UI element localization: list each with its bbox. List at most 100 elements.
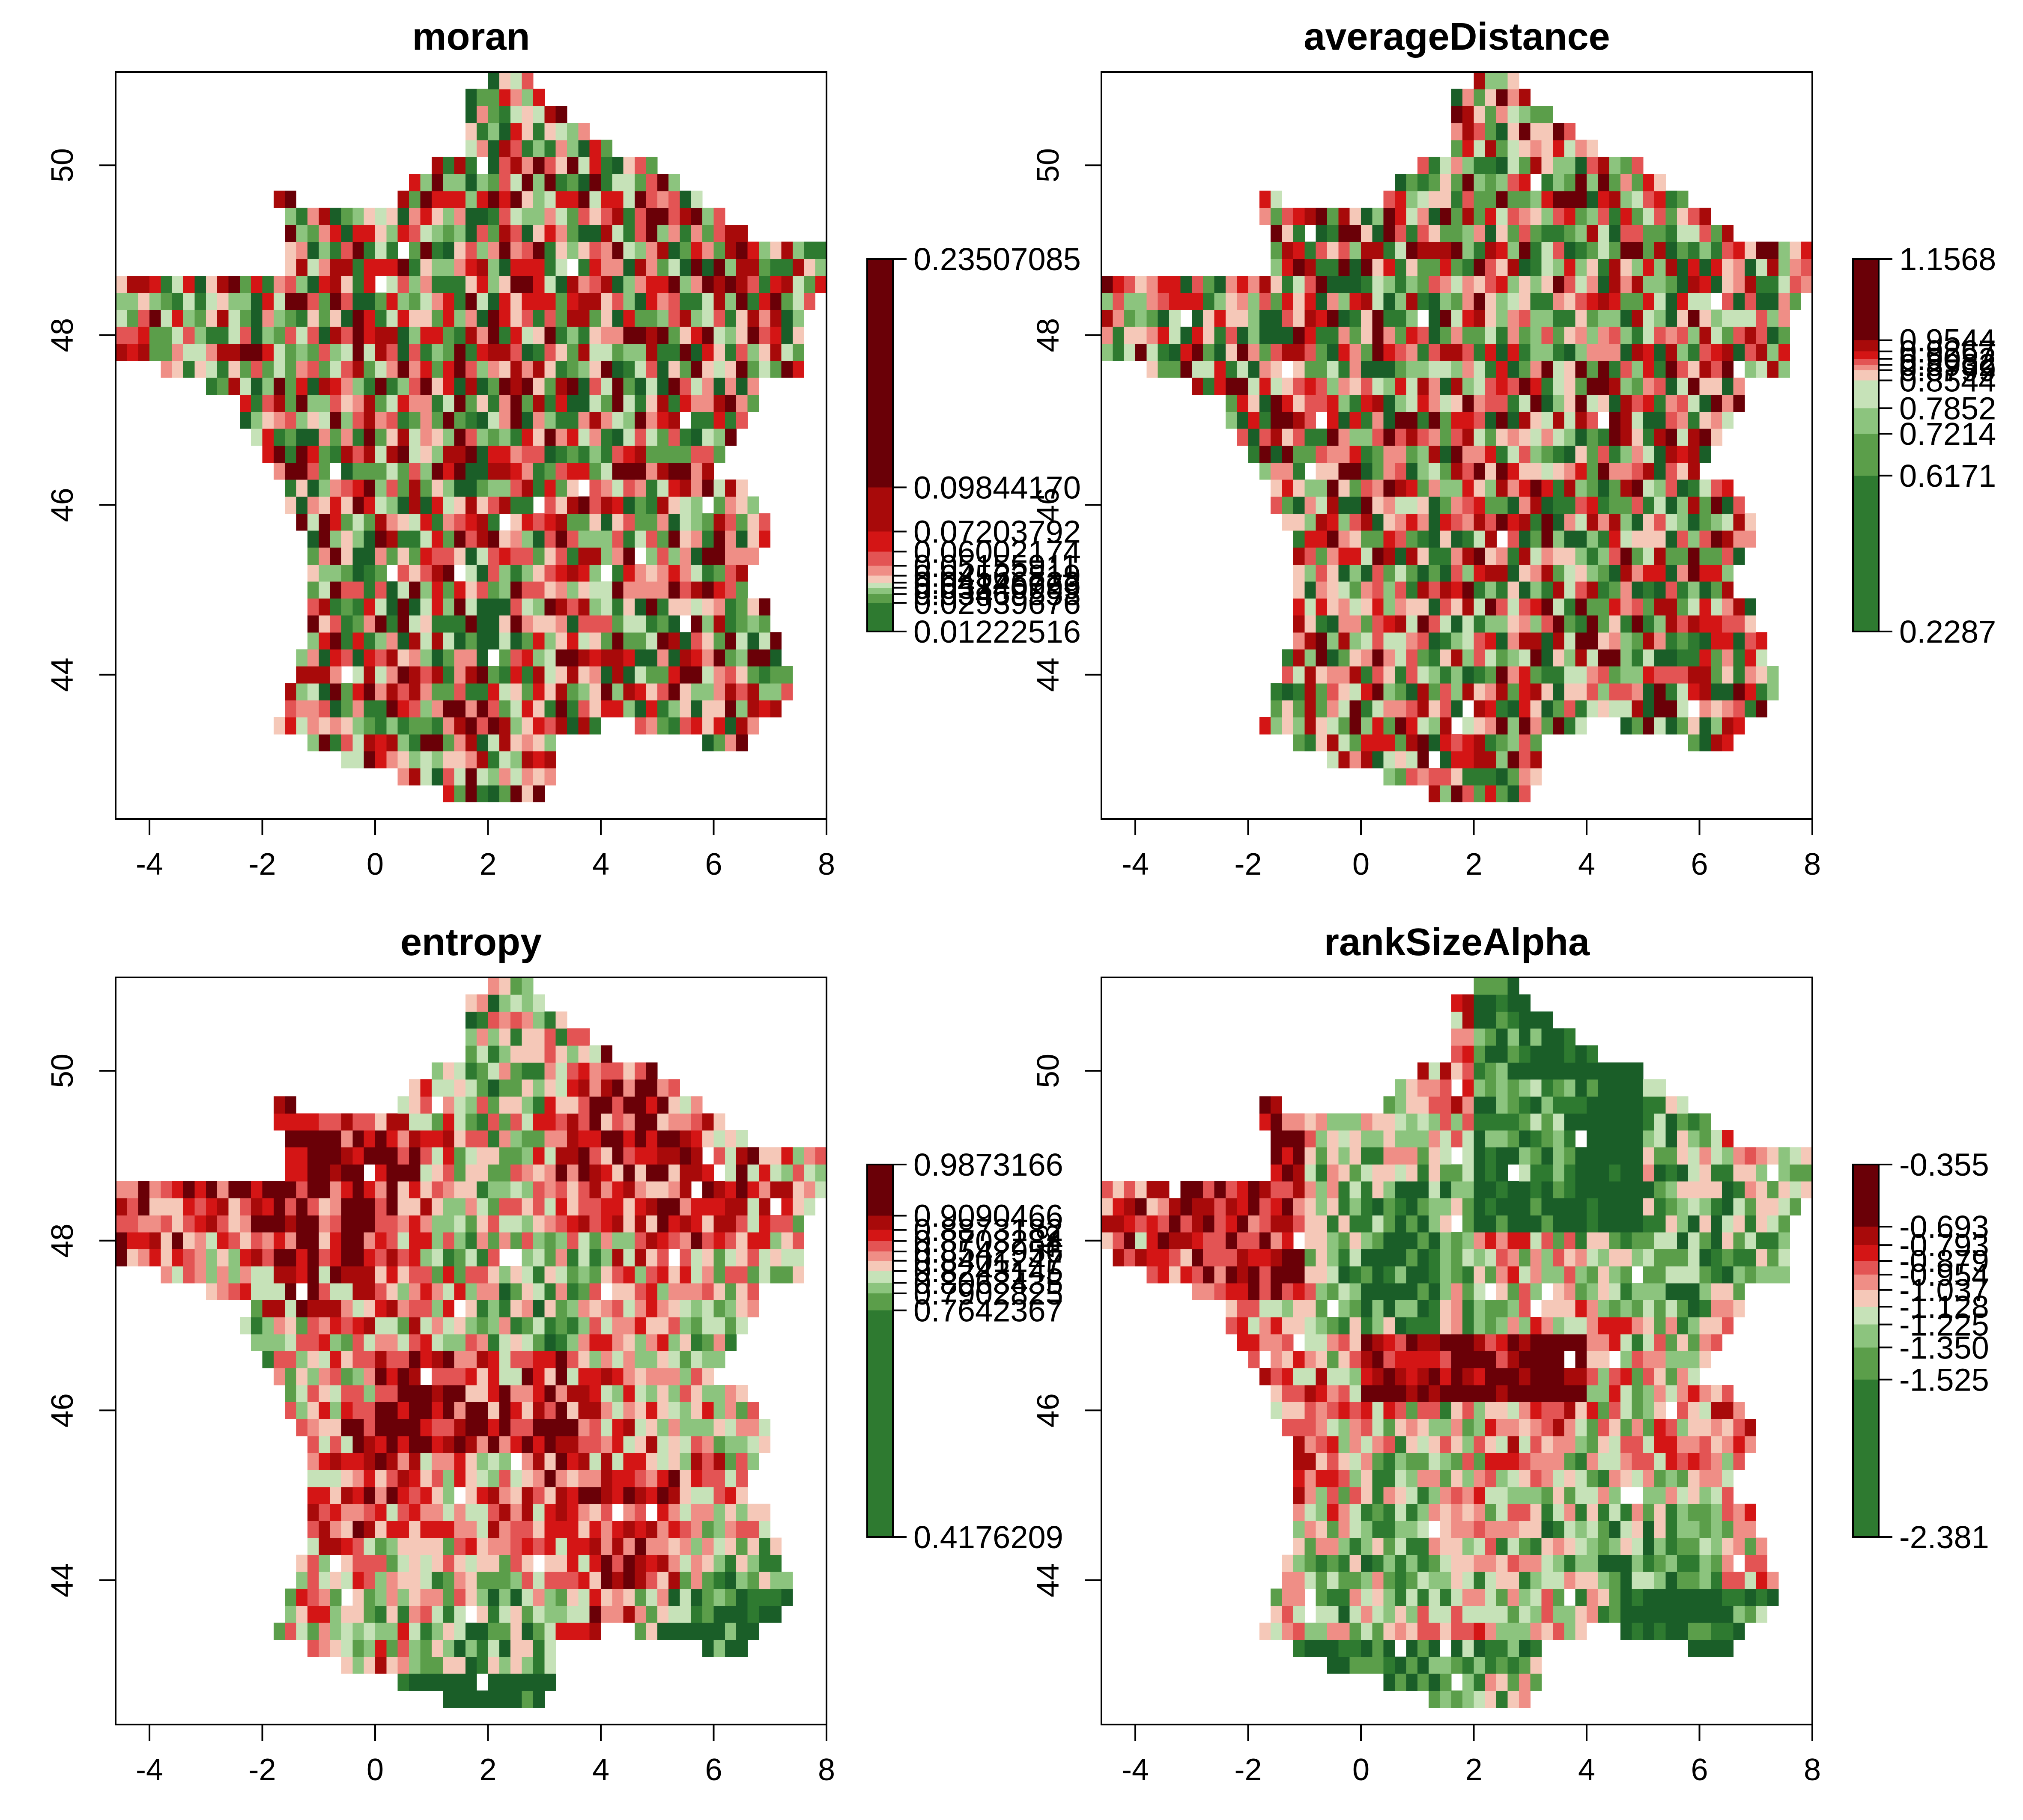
raster-cell [1710, 360, 1722, 378]
raster-cell [1710, 649, 1722, 667]
raster-cell [612, 1555, 624, 1572]
raster-cell [1530, 734, 1542, 751]
raster-cell [397, 751, 409, 769]
raster-cell [420, 1606, 432, 1623]
raster-cell [431, 1555, 443, 1572]
raster-entropy [116, 977, 827, 1708]
raster-cell [1564, 292, 1576, 310]
raster-cell [375, 1436, 387, 1454]
raster-cell [307, 208, 319, 225]
raster-cell [510, 1181, 522, 1199]
raster-cell [296, 1300, 308, 1317]
raster-cell [330, 1572, 342, 1589]
raster-cell [1654, 360, 1666, 378]
raster-cell [477, 343, 489, 361]
raster-cell [1665, 428, 1677, 446]
raster-cell [510, 1351, 522, 1368]
raster-cell [691, 581, 703, 599]
raster-cell [1429, 581, 1440, 599]
raster-cell [578, 1113, 590, 1131]
raster-cell [1654, 174, 1666, 191]
raster-cell [1124, 310, 1136, 327]
raster-cell [680, 683, 692, 700]
raster-cell [522, 360, 534, 378]
raster-cell [522, 89, 534, 106]
raster-cell [1316, 343, 1328, 361]
raster-cell [488, 1385, 500, 1403]
raster-cell [488, 1606, 500, 1623]
raster-cell [127, 1215, 139, 1233]
raster-cell [567, 224, 579, 242]
raster-cell [352, 1639, 364, 1657]
raster-cell [1598, 547, 1610, 565]
raster-cell [1440, 768, 1452, 786]
raster-cell [657, 632, 669, 649]
raster-cell [397, 208, 409, 225]
raster-cell [1620, 445, 1632, 463]
raster-cell [420, 1385, 432, 1403]
raster-cell [454, 1436, 466, 1454]
raster-cell [161, 326, 173, 344]
raster-cell [454, 1283, 466, 1301]
raster-cell [1541, 157, 1553, 174]
raster-cell [488, 1317, 500, 1334]
raster-cell [725, 683, 737, 700]
raster-cell [1474, 140, 1486, 157]
raster-cell [544, 1028, 556, 1046]
raster-cell [443, 377, 454, 395]
raster-cell [567, 683, 579, 700]
raster-cell [330, 326, 342, 344]
raster-cell [725, 666, 737, 684]
raster-cell [668, 1215, 680, 1233]
raster-cell [420, 632, 432, 649]
raster-cell [1361, 241, 1373, 259]
raster-cell [1406, 683, 1418, 700]
raster-cell [273, 1266, 285, 1284]
raster-cell [1632, 191, 1644, 208]
raster-cell [499, 1181, 511, 1199]
raster-cell [1293, 275, 1305, 293]
raster-cell [1237, 326, 1249, 344]
raster-cell [1496, 717, 1508, 735]
raster-cell [770, 1164, 782, 1182]
raster-cell [578, 1606, 590, 1623]
raster-cell [251, 428, 263, 446]
raster-cell [522, 1096, 534, 1114]
raster-cell [691, 1198, 703, 1215]
raster-cell [713, 428, 725, 446]
raster-cell [555, 717, 567, 735]
raster-cell [477, 1572, 489, 1589]
raster-cell [510, 377, 522, 395]
raster-cell [443, 360, 454, 378]
raster-cell [1429, 394, 1440, 412]
raster-cell [420, 241, 432, 259]
raster-cell [465, 1130, 477, 1148]
raster-cell [1327, 564, 1339, 582]
raster-cell [1598, 241, 1610, 259]
raster-cell [1372, 275, 1384, 293]
raster-cell [420, 1317, 432, 1334]
raster-cell [725, 1181, 737, 1199]
raster-cell [431, 394, 443, 412]
raster-cell [1383, 632, 1395, 649]
raster-cell [747, 1521, 759, 1538]
plot-frame [115, 977, 827, 1725]
raster-cell [522, 1555, 534, 1572]
raster-cell [443, 157, 454, 174]
raster-cell [567, 208, 579, 225]
raster-cell [1496, 479, 1508, 497]
raster-cell [747, 1606, 759, 1623]
raster-cell [1395, 394, 1406, 412]
raster-cell [1474, 191, 1486, 208]
raster-cell [319, 615, 331, 633]
raster-cell [1485, 530, 1497, 548]
raster-cell [262, 394, 274, 412]
raster-cell [522, 1198, 534, 1215]
raster-cell [1575, 666, 1587, 684]
raster-cell [1710, 683, 1722, 700]
raster-cell [770, 1588, 782, 1606]
raster-cell [1113, 1181, 1125, 1199]
raster-cell [522, 157, 534, 174]
raster-cell [567, 1402, 579, 1419]
raster-cell [183, 1215, 195, 1233]
